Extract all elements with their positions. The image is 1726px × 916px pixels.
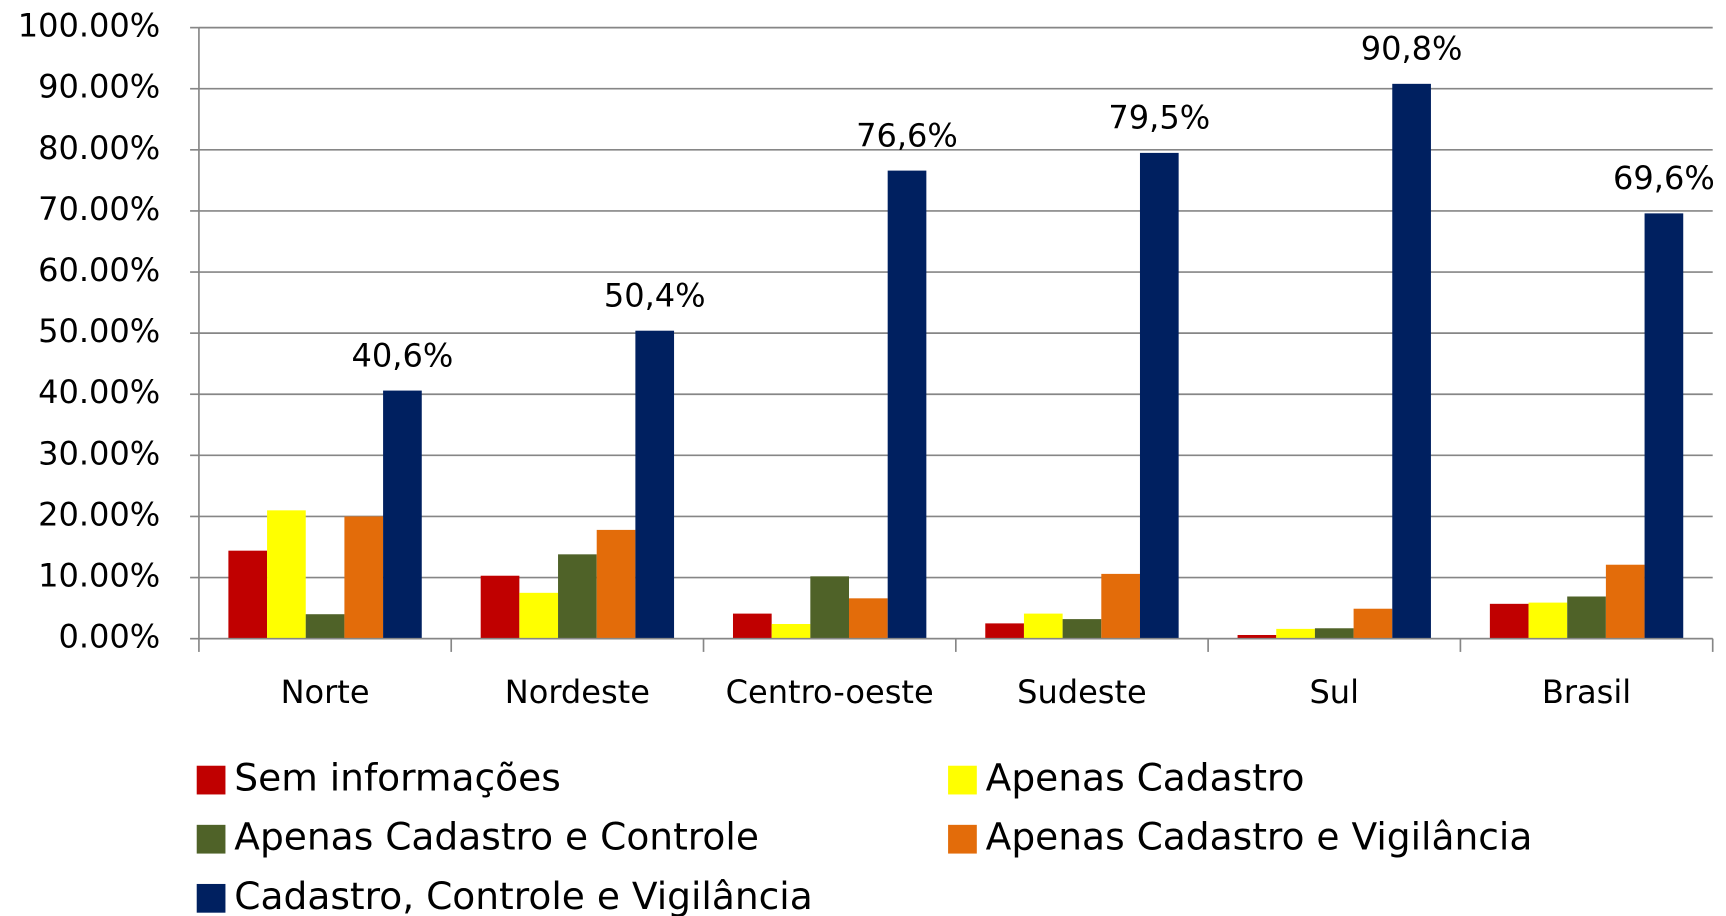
x-tick-label: Brasil (1542, 673, 1631, 711)
bar (985, 623, 1024, 639)
bar (596, 529, 636, 639)
bar (1392, 83, 1431, 639)
bar (519, 592, 559, 639)
legend-swatch (196, 765, 226, 795)
y-tick-label: 0.00% (58, 618, 160, 656)
bar (732, 613, 772, 639)
data-label: 90,8% (1361, 30, 1463, 68)
legend-swatch (948, 824, 977, 854)
bar (267, 510, 306, 639)
legend-label: Apenas Cadastro (986, 756, 1305, 800)
y-tick-label: 80.00% (38, 129, 160, 167)
legend-label: Sem informações (234, 756, 561, 800)
bar (228, 550, 268, 639)
legend-label: Apenas Cadastro e Vigilância (986, 815, 1533, 859)
x-tick-label: Centro-oeste (726, 673, 934, 711)
y-tick-label: 60.00% (38, 251, 160, 289)
y-tick-label: 10.00% (38, 557, 160, 595)
legend-swatch (196, 824, 226, 854)
legend-label: Cadastro, Controle e Vigilância (234, 874, 812, 916)
y-tick-label: 90.00% (38, 68, 160, 106)
bar (344, 516, 384, 639)
x-tick-label: Nordeste (505, 673, 650, 711)
bar (1644, 213, 1684, 639)
bar (1276, 628, 1315, 639)
bar (1314, 628, 1354, 639)
bar (1605, 564, 1645, 639)
data-label: 79,5% (1108, 99, 1210, 137)
bar (558, 554, 597, 639)
y-tick-label: 70.00% (38, 190, 160, 228)
bar (305, 614, 345, 639)
bar (1023, 613, 1063, 639)
bar (1139, 152, 1179, 639)
bar (810, 576, 850, 639)
y-tick-label: 50.00% (38, 312, 160, 350)
bar (1567, 596, 1606, 639)
data-label: 40,6% (352, 336, 454, 374)
bar (1237, 634, 1277, 639)
bar (1101, 573, 1140, 639)
y-tick-label: 30.00% (38, 434, 160, 472)
legend-swatch (196, 883, 226, 913)
x-tick-label: Sul (1309, 673, 1359, 711)
x-tick-label: Sudeste (1017, 673, 1147, 711)
bar (635, 330, 675, 639)
bar (771, 623, 811, 639)
legend-label: Apenas Cadastro e Controle (234, 815, 759, 859)
bar (383, 390, 422, 639)
x-tick-label: Norte (281, 673, 370, 711)
y-tick-label: 20.00% (38, 495, 160, 533)
data-label: 50,4% (604, 277, 706, 315)
y-tick-label: 100.00% (18, 7, 161, 45)
y-tick-label: 40.00% (38, 373, 160, 411)
bar (1489, 603, 1529, 639)
bar (849, 598, 888, 639)
bar (1062, 619, 1102, 639)
bar (887, 170, 927, 639)
bar (1528, 602, 1568, 639)
bar (480, 575, 520, 639)
data-label: 69,6% (1613, 159, 1715, 197)
legend-swatch (948, 765, 977, 795)
bar (1353, 608, 1393, 639)
data-label: 76,6% (856, 116, 958, 154)
